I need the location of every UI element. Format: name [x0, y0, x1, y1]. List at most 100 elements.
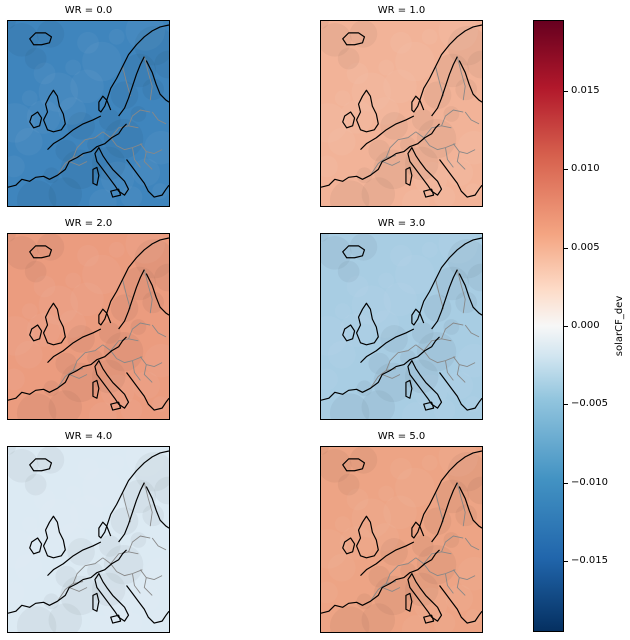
field-texture: [401, 402, 430, 419]
field-texture: [356, 380, 373, 397]
colorbar-tick: [564, 91, 568, 92]
country-border: [69, 587, 88, 592]
coastline: [360, 541, 415, 577]
panel-title-1: WR = 1.0: [377, 5, 426, 16]
field-texture: [77, 31, 99, 54]
field-texture: [67, 538, 95, 566]
field-texture: [130, 532, 147, 548]
coastline: [423, 401, 435, 411]
country-border: [84, 344, 104, 354]
field-texture: [321, 103, 348, 143]
field-texture: [337, 47, 360, 70]
field-texture: [321, 22, 352, 57]
field-texture: [108, 241, 125, 258]
coastline: [42, 89, 66, 133]
field-texture: [401, 189, 430, 206]
coastline: [458, 486, 482, 529]
field-texture: [38, 285, 79, 326]
field-texture: [8, 155, 25, 178]
field-texture: [423, 507, 452, 536]
coastline: [98, 521, 108, 539]
field-texture: [435, 479, 470, 514]
field-texture: [43, 167, 60, 184]
field-texture: [134, 451, 169, 492]
field-texture: [371, 310, 400, 338]
country-border: [151, 111, 167, 125]
coastline: [29, 32, 53, 46]
field-texture: [457, 343, 482, 378]
coastline: [106, 237, 169, 324]
field-texture: [67, 325, 95, 353]
field-texture: [108, 28, 125, 45]
coastline: [8, 549, 127, 614]
country-border: [69, 374, 88, 379]
map-canvas-4: [8, 447, 169, 632]
field-texture: [16, 393, 57, 419]
field-texture: [371, 97, 400, 125]
colorbar-label: solarCF_dev: [614, 295, 625, 357]
country-border: [385, 565, 399, 584]
coastline: [405, 592, 413, 612]
coastline: [106, 450, 169, 537]
field-texture: [8, 22, 39, 57]
colorbar-tick-label: −0.010: [571, 477, 609, 488]
field-texture: [120, 612, 143, 632]
field-texture: [411, 109, 434, 131]
field-texture: [467, 263, 482, 292]
coastline: [118, 56, 145, 117]
field-texture: [48, 603, 83, 632]
field-texture: [144, 130, 169, 165]
country-border: [385, 139, 399, 158]
field-texture: [144, 343, 169, 378]
field-texture: [334, 516, 351, 533]
field-texture: [142, 504, 165, 527]
field-texture: [65, 272, 82, 289]
coastline: [94, 147, 130, 196]
field-texture: [368, 565, 391, 588]
field-texture: [457, 556, 482, 591]
field-texture: [435, 53, 470, 88]
field-texture: [142, 78, 165, 101]
field-texture: [337, 260, 360, 283]
field-texture: [152, 609, 169, 626]
field-texture: [43, 593, 60, 610]
map-canvas-5: [321, 447, 482, 632]
country-border: [143, 364, 153, 383]
coastline: [419, 237, 482, 324]
panel-title-5: WR = 5.0: [377, 431, 426, 442]
field-texture: [390, 31, 412, 54]
field-texture: [77, 244, 99, 267]
map-panel-3: [320, 233, 483, 420]
field-texture: [21, 516, 38, 533]
coastline: [29, 324, 43, 342]
field-texture: [346, 62, 369, 85]
field-texture: [413, 161, 448, 196]
field-texture: [122, 266, 157, 301]
coastline: [407, 360, 443, 409]
field-texture: [435, 266, 470, 301]
field-texture: [98, 322, 121, 344]
coastline: [94, 360, 130, 409]
field-texture: [334, 303, 351, 320]
country-border: [116, 569, 143, 577]
country-border: [122, 66, 131, 97]
map-panel-0: [7, 20, 170, 207]
field-texture: [33, 275, 56, 298]
field-texture: [154, 263, 169, 292]
field-texture: [413, 374, 448, 409]
field-texture: [58, 310, 87, 338]
field-texture: [82, 467, 122, 508]
field-texture: [24, 260, 47, 283]
coastline: [342, 245, 366, 259]
field-texture: [144, 556, 169, 591]
field-texture: [142, 291, 165, 314]
coastline: [360, 328, 415, 364]
country-border: [128, 109, 151, 127]
country-border: [464, 537, 480, 551]
field-texture: [321, 368, 338, 391]
field-texture: [321, 155, 338, 178]
field-texture: [337, 473, 360, 496]
field-texture: [70, 495, 104, 530]
map-canvas-1: [321, 21, 482, 206]
field-texture: [321, 447, 329, 455]
